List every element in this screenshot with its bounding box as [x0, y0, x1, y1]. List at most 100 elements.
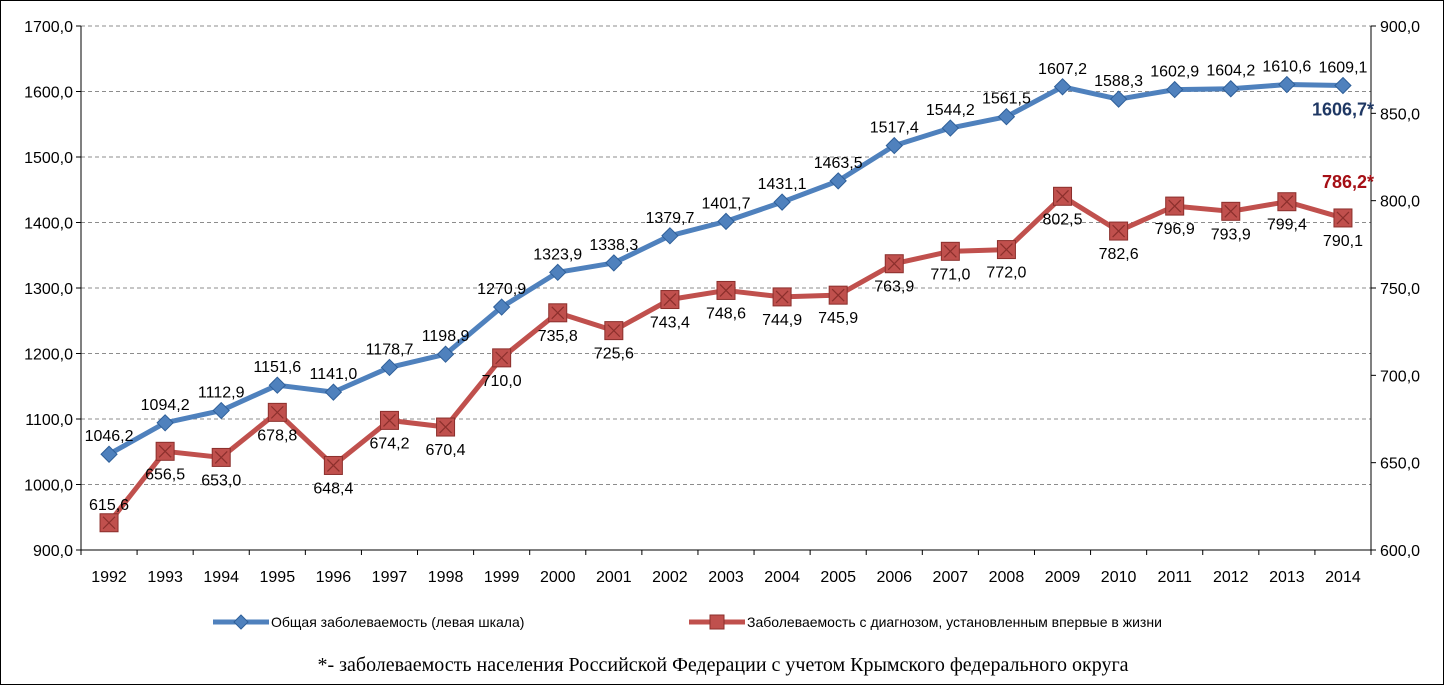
data-label-general: 1401,7 — [702, 195, 751, 212]
data-label-general: 1609,1 — [1318, 60, 1367, 77]
x-axis-tick-label: 2008 — [989, 569, 1025, 586]
x-axis-tick-label: 2007 — [933, 569, 969, 586]
right-axis-tick-label: 850,0 — [1380, 106, 1420, 123]
data-label-general: 1379,7 — [645, 210, 694, 227]
data-point — [1222, 80, 1240, 98]
x-axis-tick-label: 2001 — [596, 569, 632, 586]
data-point — [1334, 76, 1352, 95]
data-point — [661, 227, 679, 245]
data-label-first-diagnosis: 656,5 — [145, 466, 185, 483]
left-axis-tick-label: 1000,0 — [24, 478, 73, 495]
data-label-general: 1151,6 — [253, 359, 301, 376]
data-label-first-diagnosis: 745,9 — [818, 310, 858, 327]
axes: 900,0 1000,0 1100,0 1200,0 1300,0 1400,0 1500,… — [24, 19, 1420, 586]
data-label-first-diagnosis: 678,8 — [257, 427, 297, 444]
x-axis-tick-label: 1998 — [428, 569, 464, 586]
right-axis-tick-label: 650,0 — [1380, 456, 1420, 473]
data-point-cross — [831, 288, 845, 302]
left-axis-tick-label: 1300,0 — [24, 281, 73, 298]
data-point — [156, 414, 174, 432]
data-label-general: 1431,1 — [758, 176, 807, 193]
x-axis-tick-label: 2012 — [1213, 569, 1249, 586]
data-label-first-diagnosis: 763,9 — [874, 279, 914, 296]
legend: Общая заболеваемость (левая шкала) Забол… — [213, 614, 1162, 630]
x-axis-tick-label: 2010 — [1101, 569, 1137, 586]
left-axis-tick-label: 1700,0 — [24, 19, 73, 36]
data-point — [324, 383, 343, 401]
data-label-general: 1607,2 — [1038, 61, 1087, 78]
data-point-cross — [1168, 199, 1182, 213]
right-axis-tick-label: 750,0 — [1380, 281, 1420, 298]
x-axis-tick-label: 1994 — [203, 569, 239, 586]
data-label-general: 1198,9 — [422, 328, 470, 345]
legend-label-general: Общая заболеваемость (левая шкала) — [271, 614, 524, 630]
x-axis-tick-label: 2004 — [764, 569, 800, 586]
data-point-cross — [1224, 204, 1238, 218]
data-point — [1278, 75, 1296, 94]
annotation-first-diagnosis-2014: 786,2* — [1322, 172, 1374, 192]
data-point-cross — [887, 257, 901, 271]
x-axis-tick-label: 1993 — [147, 569, 183, 586]
data-point — [717, 212, 735, 231]
right-axis-tick-label: 600,0 — [1380, 543, 1420, 560]
data-label-first-diagnosis: 799,4 — [1267, 217, 1307, 234]
data-label-first-diagnosis: 793,9 — [1211, 226, 1251, 243]
data-label-first-diagnosis: 648,4 — [313, 480, 353, 497]
data-point-cross — [326, 459, 340, 472]
data-point-cross — [158, 444, 172, 458]
data-point-cross — [943, 244, 957, 258]
data-label-first-diagnosis: 710,0 — [482, 373, 522, 390]
data-point-cross — [270, 405, 284, 419]
data-label-general: 1544,2 — [926, 102, 975, 119]
data-label-first-diagnosis: 802,5 — [1042, 211, 1082, 228]
x-axis-tick-label: 2013 — [1269, 569, 1305, 586]
data-point-cross — [719, 284, 733, 297]
data-label-first-diagnosis: 772,0 — [986, 265, 1026, 282]
data-point-cross — [439, 420, 452, 434]
data-point-cross — [1056, 189, 1069, 203]
data-label-general: 1610,6 — [1262, 59, 1311, 76]
data-label-general: 1323,9 — [533, 246, 582, 263]
data-labels: 1046,2 1094,2 1112,9 1151,6 1141,0 1178,7 1198… — [85, 59, 1374, 514]
data-point-cross — [1112, 224, 1126, 238]
data-point — [380, 358, 399, 377]
data-point — [829, 172, 847, 190]
annotation-general-2014: 1606,7* — [1312, 100, 1374, 120]
data-label-general: 1561,5 — [982, 91, 1031, 108]
left-axis-tick-label: 1400,0 — [24, 216, 73, 233]
right-axis-tick-label: 700,0 — [1380, 368, 1420, 385]
x-axis-tick-label: 2003 — [708, 569, 744, 586]
data-point-cross — [663, 293, 677, 306]
x-axis-tick-label: 2009 — [1045, 569, 1081, 586]
data-point-cross — [1280, 195, 1294, 209]
data-point-cross — [607, 324, 621, 338]
data-label-general: 1463,5 — [814, 155, 863, 172]
x-axis-tick-label: 1995 — [260, 569, 296, 586]
data-point-cross — [383, 413, 396, 427]
series-line-general — [107, 82, 1344, 457]
right-axis-tick-label: 900,0 — [1380, 19, 1420, 36]
data-point-cross — [102, 516, 116, 530]
data-label-general: 1270,9 — [477, 281, 526, 298]
data-label-first-diagnosis: 670,4 — [426, 442, 466, 459]
data-label-first-diagnosis: 653,0 — [201, 472, 241, 489]
data-label-first-diagnosis: 735,8 — [538, 328, 578, 345]
data-point — [941, 119, 960, 137]
x-axis-tick-label: 2005 — [820, 569, 856, 586]
data-label-general: 1604,2 — [1206, 63, 1255, 80]
x-axis-tick-label: 2014 — [1325, 569, 1361, 586]
data-label-first-diagnosis: 743,4 — [650, 315, 690, 332]
data-point — [1165, 80, 1184, 99]
legend-marker-general — [233, 614, 249, 630]
x-axis-tick-label: 2000 — [540, 569, 576, 586]
data-point-cross — [1336, 211, 1350, 225]
left-axis-tick-label: 900,0 — [33, 543, 73, 560]
x-axis-tick-label: 2002 — [652, 569, 688, 586]
data-point — [605, 254, 623, 272]
legend-label-first: Заболеваемость с диагнозом, установленны… — [747, 614, 1162, 630]
series-lines — [99, 75, 1353, 533]
left-axis-tick-label: 1600,0 — [24, 85, 73, 102]
data-label-general: 1517,4 — [870, 120, 919, 137]
